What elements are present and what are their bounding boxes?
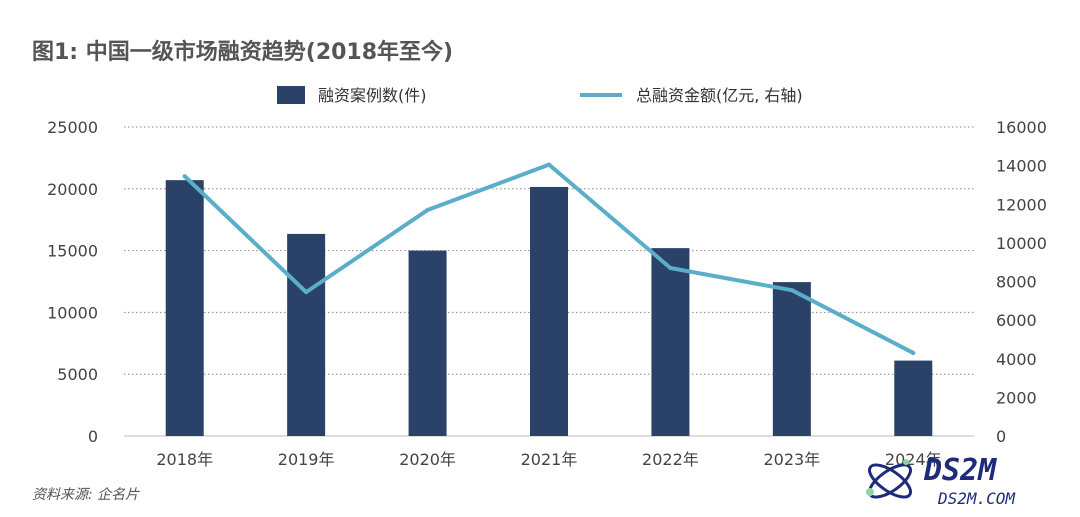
y-right-tick-label: 14000 bbox=[996, 157, 1047, 176]
x-tick-label: 2019年 bbox=[278, 450, 335, 469]
legend-label-line: 总融资金额(亿元, 右轴) bbox=[636, 86, 803, 105]
legend-swatch-bar bbox=[277, 86, 305, 104]
y-right-tick-label: 12000 bbox=[996, 195, 1047, 214]
x-tick-label: 2018年 bbox=[156, 450, 213, 469]
axes: 0 5000 10000 15000 20000 25000 0 2000 4000 6000 80… bbox=[47, 118, 1047, 469]
watermark-brand: DS2M bbox=[923, 453, 997, 488]
bar bbox=[651, 248, 690, 436]
y-left-tick-label: 20000 bbox=[47, 180, 98, 199]
y-left-tick-label: 25000 bbox=[47, 118, 98, 137]
x-tick-label: 2021年 bbox=[521, 450, 578, 469]
y-left-tick-label: 10000 bbox=[47, 303, 98, 322]
y-right-tick-label: 4000 bbox=[996, 350, 1037, 369]
chart-title: 图1: 中国一级市场融资趋势(2018年至今) bbox=[32, 40, 454, 65]
y-left-tick-label: 0 bbox=[88, 427, 98, 446]
line-point bbox=[789, 288, 794, 293]
y-right-tick-label: 8000 bbox=[996, 273, 1037, 292]
bar bbox=[530, 186, 568, 436]
line-point bbox=[425, 208, 430, 213]
y-left-tick-label: 15000 bbox=[47, 242, 98, 261]
y-right-tick-label: 16000 bbox=[996, 118, 1047, 137]
bar-series bbox=[165, 180, 933, 436]
watermark-site: DS2M.COM bbox=[937, 489, 1016, 508]
line-series bbox=[182, 162, 916, 355]
atom-icon bbox=[866, 459, 912, 499]
line-point bbox=[304, 290, 309, 295]
line-point bbox=[182, 174, 187, 179]
legend: 融资案例数(件) 总融资金额(亿元, 右轴) bbox=[277, 86, 803, 105]
y-right-tick-label: 6000 bbox=[996, 311, 1037, 330]
x-tick-label: 2022年 bbox=[642, 450, 699, 469]
bar bbox=[894, 360, 933, 436]
x-tick-label: 2020年 bbox=[399, 450, 456, 469]
legend-label-bar: 融资案例数(件) bbox=[318, 86, 427, 105]
line-point bbox=[668, 265, 673, 270]
bar bbox=[772, 282, 811, 436]
y-right-tick-label: 0 bbox=[996, 427, 1006, 446]
y-right-tick-label: 2000 bbox=[996, 388, 1037, 407]
line-point bbox=[911, 350, 916, 355]
bar bbox=[165, 180, 204, 436]
y-left-tick-label: 5000 bbox=[57, 365, 98, 384]
x-tick-label: 2023年 bbox=[763, 450, 820, 469]
bar bbox=[408, 250, 447, 436]
bar bbox=[287, 233, 326, 436]
y-right-tick-label: 10000 bbox=[996, 234, 1047, 253]
line-point bbox=[547, 162, 551, 167]
ds2m-watermark-logo: DS2M DS2M.COM bbox=[866, 453, 1016, 508]
source-note: 资料来源: 企名片 bbox=[32, 487, 140, 503]
